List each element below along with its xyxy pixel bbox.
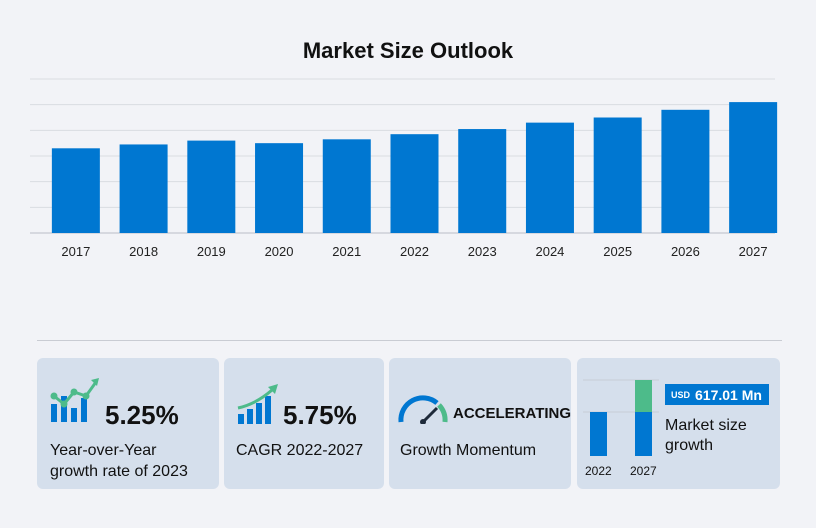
market-size-label-line1: Market size: [665, 417, 747, 434]
market-growth-mini-chart: [583, 379, 659, 456]
bar-2024: [525, 122, 574, 233]
chart-bars: [51, 102, 778, 233]
x-tick-label-2018: 2018: [129, 244, 158, 259]
yoy-label-line2: growth rate of 2023: [50, 463, 188, 480]
cagr-value: 5.75%: [283, 400, 357, 430]
x-tick-label-2027: 2027: [739, 244, 768, 259]
stat-card-market-size: 2022 2027 USD 617.01 Mn Market size grow…: [577, 358, 780, 489]
cagr-label: CAGR 2022-2027: [236, 442, 364, 459]
market-size-label-line2: growth: [665, 437, 714, 454]
yoy-label-line1: Year-over-Year: [50, 442, 157, 459]
yoy-value: 5.25%: [105, 400, 179, 430]
x-tick-label-2020: 2020: [265, 244, 294, 259]
momentum-label: Growth Momentum: [400, 442, 537, 459]
market-size-badge: USD 617.01 Mn: [665, 384, 769, 405]
x-tick-label-2023: 2023: [468, 244, 497, 259]
chart-x-ticks: 2017 2018 2019 2020 2021 2022 2023 2024 2025 2026…: [61, 244, 767, 259]
momentum-value: ACCELERATING: [453, 405, 571, 422]
x-tick-label-2019: 2019: [197, 244, 226, 259]
stat-card-cagr: 5.75% CAGR 2022-2027: [224, 358, 384, 489]
x-tick-label-2022: 2022: [400, 244, 429, 259]
stat-card-yoy: 5.25% Year-over-Year growth rate of 2023: [37, 358, 219, 489]
x-tick-label-2017: 2017: [61, 244, 90, 259]
mini-year-end: 2027: [630, 464, 657, 478]
market-size-value: 617.01 Mn: [695, 386, 762, 403]
bar-2025: [593, 117, 642, 233]
bar-2020: [255, 143, 304, 233]
x-tick-label-2021: 2021: [332, 244, 361, 259]
x-tick-label-2025: 2025: [603, 244, 632, 259]
growth-chart-icon: [50, 378, 99, 422]
mini-bar-2022: [590, 412, 607, 456]
bar-2022: [390, 134, 439, 233]
bar-2021: [322, 139, 371, 233]
bar-2026: [661, 109, 710, 233]
bar-2027: [729, 102, 778, 233]
bar-2017: [51, 148, 100, 233]
currency-unit: USD: [671, 389, 691, 400]
mini-bar-2027-base: [635, 412, 652, 456]
chart-title: Market Size Outlook: [302, 38, 514, 63]
section-divider: [37, 340, 782, 341]
speedometer-icon: [398, 395, 448, 424]
mini-year-start: 2022: [585, 464, 612, 478]
rising-bars-icon: [237, 384, 278, 424]
x-tick-label-2026: 2026: [671, 244, 700, 259]
stat-card-momentum: ACCELERATING Growth Momentum: [389, 358, 571, 489]
bar-2018: [119, 144, 168, 233]
bar-2019: [187, 140, 236, 233]
bar-2023: [458, 129, 507, 233]
bar-chart: 2017 2018 2019 2020 2021 2022 2023 2024 2025 2026…: [30, 78, 778, 259]
x-tick-label-2024: 2024: [535, 244, 564, 259]
mini-bar-2027-growth: [635, 380, 652, 412]
